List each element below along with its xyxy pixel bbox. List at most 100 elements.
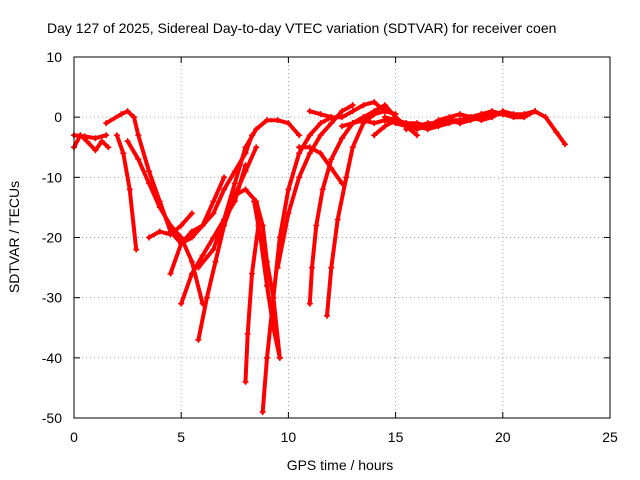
data-point-marker bbox=[285, 186, 292, 193]
data-point-marker bbox=[306, 132, 313, 139]
data-point-marker bbox=[221, 174, 228, 181]
data-point-marker bbox=[188, 228, 195, 235]
data-point-marker bbox=[221, 186, 228, 193]
data-point-marker bbox=[118, 111, 125, 118]
series-trace bbox=[307, 112, 377, 306]
data-point-marker bbox=[323, 312, 330, 319]
data-point-marker bbox=[339, 135, 345, 142]
data-point-marker bbox=[167, 222, 174, 229]
data-point-marker bbox=[274, 264, 281, 271]
series-trace bbox=[196, 118, 302, 270]
series-trace bbox=[125, 139, 205, 306]
x-tick-label: 10 bbox=[281, 429, 297, 445]
data-point-marker bbox=[259, 408, 266, 415]
series-trace bbox=[260, 115, 334, 414]
data-point-marker bbox=[296, 150, 303, 157]
data-point-marker bbox=[126, 186, 133, 193]
data-point-marker bbox=[456, 120, 463, 127]
data-point-marker bbox=[113, 132, 120, 139]
y-tick-label: -10 bbox=[42, 169, 62, 185]
data-point-marker bbox=[105, 144, 112, 151]
data-point-marker bbox=[392, 117, 399, 124]
data-point-marker bbox=[296, 144, 303, 151]
data-point-marker bbox=[371, 99, 378, 106]
data-point-marker bbox=[146, 234, 153, 241]
data-point-marker bbox=[349, 102, 356, 109]
data-point-marker bbox=[242, 378, 249, 385]
data-point-marker bbox=[381, 102, 388, 109]
data-point-marker bbox=[339, 108, 345, 115]
data-point-marker bbox=[195, 264, 202, 271]
data-point-marker bbox=[317, 111, 324, 118]
series-trace bbox=[72, 133, 109, 141]
data-point-marker bbox=[381, 123, 388, 130]
data-point-marker bbox=[306, 108, 313, 115]
data-point-marker bbox=[435, 120, 442, 127]
data-point-marker bbox=[210, 198, 217, 205]
data-point-marker bbox=[178, 234, 185, 241]
data-point-marker bbox=[212, 258, 219, 265]
data-point-marker bbox=[146, 168, 153, 175]
data-point-marker bbox=[308, 264, 315, 271]
y-axis-label: SDTVAR / TECUs bbox=[6, 181, 22, 293]
data-point-marker bbox=[167, 270, 174, 277]
x-tick-label: 5 bbox=[177, 429, 185, 445]
data-point-marker bbox=[296, 132, 303, 139]
data-point-marker bbox=[195, 336, 202, 343]
x-tick-label: 20 bbox=[495, 429, 511, 445]
data-point-marker bbox=[360, 102, 367, 109]
axis-ticks: 0 5 10 15 20 25 10 0 -10 -20 -30 -40 -50 bbox=[42, 49, 618, 445]
x-tick-label: 25 bbox=[602, 429, 618, 445]
data-point-marker bbox=[339, 123, 345, 130]
data-point-marker bbox=[231, 180, 238, 187]
data-point-marker bbox=[135, 156, 142, 163]
data-point-marker bbox=[120, 150, 127, 157]
data-point-marker bbox=[499, 111, 506, 118]
data-point-marker bbox=[313, 222, 320, 229]
y-tick-label: -50 bbox=[42, 410, 62, 426]
data-point-marker bbox=[381, 108, 388, 115]
data-point-marker bbox=[349, 120, 356, 127]
data-point-marker bbox=[343, 174, 350, 181]
data-point-marker bbox=[178, 240, 185, 247]
data-point-marker bbox=[328, 156, 335, 163]
data-point-marker bbox=[306, 144, 313, 151]
data-point-marker bbox=[98, 138, 105, 145]
data-point-marker bbox=[257, 234, 264, 241]
data-point-marker bbox=[251, 198, 258, 205]
data-point-marker bbox=[306, 150, 313, 157]
data-point-marker bbox=[156, 204, 163, 211]
data-point-marker bbox=[263, 354, 270, 361]
data-point-marker bbox=[381, 114, 388, 121]
data-point-marker bbox=[92, 147, 99, 154]
data-point-marker bbox=[489, 111, 496, 118]
data-point-marker bbox=[221, 216, 228, 223]
data-point-marker bbox=[317, 150, 324, 157]
data-point-marker bbox=[414, 132, 421, 139]
data-point-marker bbox=[319, 186, 326, 193]
data-point-marker bbox=[334, 216, 341, 223]
data-point-marker bbox=[199, 222, 206, 229]
series-trace bbox=[275, 103, 355, 270]
data-point-marker bbox=[242, 186, 249, 193]
data-point-marker bbox=[446, 117, 453, 124]
data-point-marker bbox=[414, 123, 421, 130]
data-point-marker bbox=[263, 117, 270, 124]
chart-title: Day 127 of 2025, Sidereal Day-to-day VTE… bbox=[47, 20, 556, 36]
data-point-marker bbox=[203, 294, 210, 301]
data-point-marker bbox=[542, 114, 549, 121]
data-point-marker bbox=[349, 144, 356, 151]
data-point-marker bbox=[285, 210, 292, 217]
data-point-marker bbox=[167, 231, 174, 238]
data-point-marker bbox=[253, 144, 260, 151]
data-point-marker bbox=[561, 141, 568, 148]
data-point-marker bbox=[242, 168, 249, 175]
x-axis-label: GPS time / hours bbox=[287, 457, 394, 473]
data-point-marker bbox=[339, 114, 345, 121]
data-point-marker bbox=[248, 270, 255, 277]
series-trace bbox=[325, 109, 398, 318]
data-point-marker bbox=[456, 111, 463, 118]
data-point-marker bbox=[242, 144, 249, 151]
data-point-marker bbox=[276, 354, 283, 361]
data-point-marker bbox=[135, 132, 142, 139]
